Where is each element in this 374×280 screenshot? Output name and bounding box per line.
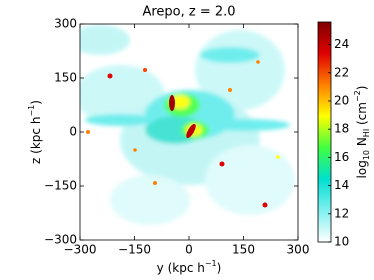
x-label-part: y (kpc h: [157, 261, 205, 275]
colorbar-tick-label: 10: [334, 235, 349, 249]
cb-label-part: N: [355, 137, 369, 150]
colorbar-tick-label: 22: [334, 65, 349, 79]
x-label-part: ): [217, 261, 222, 275]
colorbar-label: log10 NHI (cm−2): [353, 86, 371, 179]
cb-label-part: (cm: [355, 102, 369, 129]
y-tick-label: 300: [54, 17, 77, 31]
y-tick-label: −150: [44, 179, 77, 193]
x-tick-label: −150: [118, 243, 151, 257]
y-tick-label: 150: [54, 71, 77, 85]
x-label-part: −1: [205, 259, 217, 268]
density-field: [80, 25, 295, 225]
x-axis-label: y (kpc h−1): [157, 259, 222, 275]
colorbar: [317, 21, 332, 243]
cb-label-part: −2: [353, 90, 362, 102]
colorbar-tick-label: 16: [334, 150, 349, 164]
x-tick-label: 150: [232, 243, 255, 257]
x-tick-label: 300: [287, 243, 310, 257]
cb-label-part: HI: [362, 129, 371, 137]
y-axis-label: z (kpc h−1): [27, 100, 43, 164]
cb-label-part: 10: [362, 150, 371, 160]
y-label-part: z (kpc h: [29, 117, 43, 164]
colorbar-tick-label: 20: [334, 93, 349, 107]
cb-label-part: log: [355, 160, 369, 178]
x-tick-label: 0: [185, 243, 193, 257]
cb-label-part: ): [355, 86, 369, 91]
chart-title: Arepo, z = 2.0: [142, 5, 235, 20]
x-tick-label: −300: [64, 243, 97, 257]
y-label-part: −1: [27, 105, 36, 117]
y-label-part: ): [29, 100, 43, 105]
colorbar-tick-label: 12: [334, 206, 349, 220]
colorbar-tick-label: 18: [334, 122, 349, 136]
colorbar-tick-label: 24: [334, 37, 349, 51]
y-tick-label: −300: [44, 233, 77, 247]
y-tick-label: 0: [69, 125, 77, 139]
colorbar-tick-label: 14: [334, 178, 349, 192]
